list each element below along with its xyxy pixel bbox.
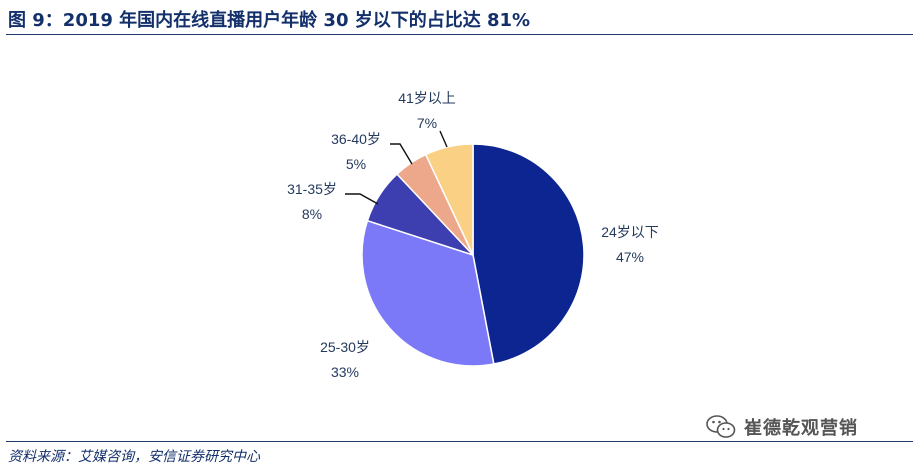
slice-percent-label: 5% <box>346 156 366 172</box>
watermark-text: 崔德乾观营销 <box>744 418 858 439</box>
slice-label: 36-40岁 <box>331 131 381 147</box>
leader-line <box>390 143 413 165</box>
slice-label: 24岁以下 <box>601 224 659 240</box>
slice-label: 25-30岁 <box>320 339 370 355</box>
slice-percent-label: 8% <box>302 206 322 222</box>
slice-percent-label: 7% <box>417 115 437 131</box>
leader-line <box>345 193 379 205</box>
chart-title: 图 9：2019 年国内在线直播用户年龄 30 岁以下的占比达 81% <box>8 10 531 31</box>
leader-line <box>439 130 448 148</box>
source-note: 资料来源：艾媒咨询，安信证券研究中心 <box>8 449 260 465</box>
pie-slice <box>361 219 495 367</box>
slice-label: 41岁以上 <box>398 90 456 106</box>
watermark: 崔德乾观营销 <box>706 414 858 440</box>
pie-slice <box>424 143 474 256</box>
pie-slice <box>472 143 585 365</box>
wechat-icon <box>706 415 736 438</box>
slice-percent-label: 33% <box>331 364 359 380</box>
title-divider <box>6 34 913 35</box>
footer-divider <box>6 441 913 442</box>
slice-label: 31-35岁 <box>287 181 337 197</box>
slice-percent-label: 47% <box>616 249 644 265</box>
